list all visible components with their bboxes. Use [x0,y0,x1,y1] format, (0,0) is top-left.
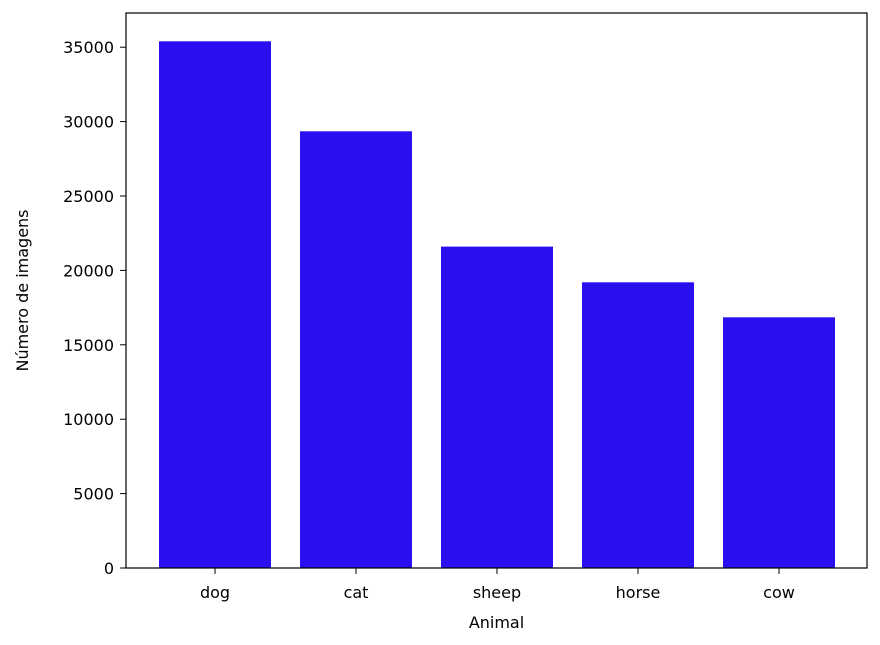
bar-horse [582,282,694,568]
bar-cow [723,317,835,568]
x-tick-label: dog [200,583,230,602]
bar-group [159,41,835,569]
x-tick-label: cow [763,583,795,602]
y-tick-label: 15000 [63,336,114,355]
x-axis: dog cat sheep horse cow [200,568,795,602]
y-axis-label: Número de imagens [13,209,32,371]
bar-sheep [441,246,553,568]
y-tick-label: 25000 [63,187,114,206]
y-tick-label: 20000 [63,261,114,280]
y-tick-label: 35000 [63,38,114,57]
x-axis-label: Animal [469,613,524,632]
y-tick-label: 0 [104,559,114,578]
y-tick-label: 10000 [63,410,114,429]
x-tick-label: horse [616,583,661,602]
x-tick-label: cat [344,583,369,602]
x-tick-label: sheep [473,583,521,602]
bar-cat [300,131,412,569]
bar-dog [159,41,271,569]
plot-frame [125,12,868,569]
y-tick-label: 5000 [73,485,114,504]
y-axis: 0 5000 10000 15000 20000 25000 30000 35000 [63,38,126,578]
y-tick-label: 30000 [63,113,114,132]
